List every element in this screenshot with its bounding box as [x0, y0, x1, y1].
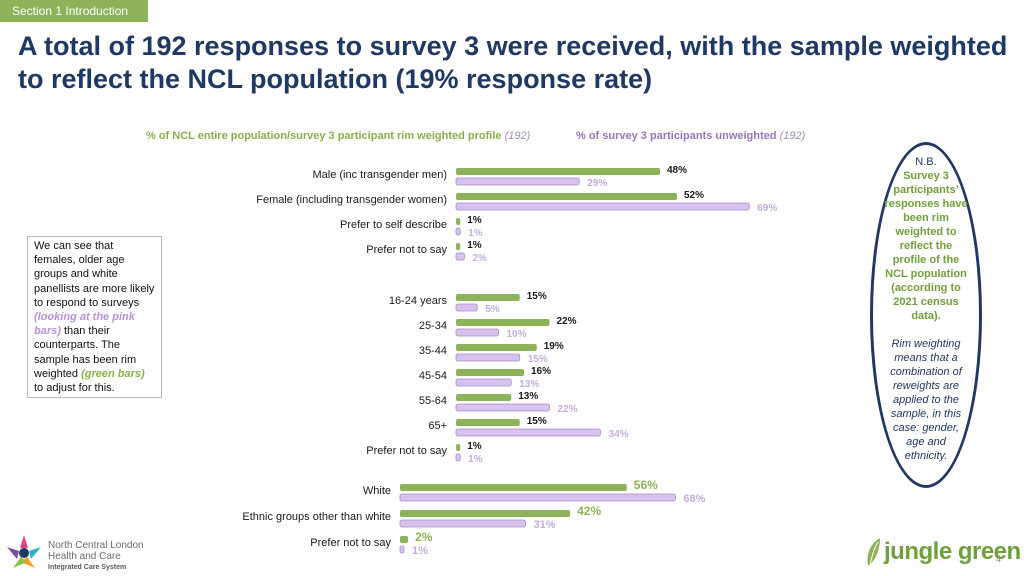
bar-unweighted: [455, 453, 461, 462]
value-label-unweighted: 29%: [587, 178, 607, 189]
value-label-unweighted: 31%: [534, 519, 556, 531]
nb-note: N.B. Survey 3 participants’ responses ha…: [870, 142, 982, 488]
legend-unweighted: % of survey 3 participants unweighted (1…: [576, 130, 805, 142]
bar-unweighted: [399, 493, 676, 502]
legend-unweighted-n: (192): [779, 130, 806, 142]
page-title: A total of 192 responses to survey 3 wer…: [18, 31, 1008, 94]
callout-text-1: We can see that females, older age group…: [34, 240, 155, 309]
ncl-logo-text: North Central London Health and Care Int…: [48, 540, 144, 573]
bar-weighted: [456, 369, 524, 376]
ncl-logo-line3: Integrated Care System: [48, 564, 127, 571]
bar-unweighted: [455, 403, 550, 412]
bar-unweighted: [455, 303, 478, 312]
bar-weighted: [456, 344, 537, 351]
bar-unweighted: [455, 353, 521, 362]
bar-weighted: [400, 484, 627, 491]
category-label: Prefer to self describe: [340, 219, 447, 231]
callout-text-3: to adjust for this.: [34, 382, 115, 395]
category-label: 25-34: [419, 320, 447, 332]
bar-weighted: [456, 193, 677, 200]
section-label: Section 1 Introduction: [0, 0, 148, 22]
nb-heading: N.B.: [915, 156, 937, 168]
bar-unweighted: [455, 378, 512, 387]
value-label-weighted: 16%: [531, 366, 551, 377]
legend-weighted: % of NCL entire population/survey 3 part…: [146, 130, 530, 142]
value-label-weighted: 1%: [467, 240, 482, 251]
bar-weighted: [456, 394, 512, 401]
category-label: 65+: [428, 420, 447, 432]
jungle-green-leaf-icon: [867, 538, 880, 566]
bar-weighted: [456, 218, 461, 225]
category-label: White: [363, 485, 391, 497]
ncl-logo-line1: North Central London: [48, 540, 144, 551]
value-label-unweighted: 1%: [468, 228, 483, 239]
category-label: 55-64: [419, 395, 447, 407]
category-label: 45-54: [419, 370, 447, 382]
bar-weighted: [456, 444, 461, 451]
value-label-unweighted: 10%: [507, 329, 527, 340]
value-label-weighted: 52%: [684, 190, 704, 201]
bar-unweighted: [455, 428, 601, 437]
bar-unweighted: [455, 252, 465, 261]
value-label-weighted: 1%: [467, 441, 482, 452]
value-label-unweighted: 1%: [468, 454, 483, 465]
bar-weighted: [456, 319, 550, 326]
page-number: 4: [996, 554, 1002, 564]
value-label-weighted: 1%: [467, 215, 482, 226]
value-label-weighted: 42%: [577, 504, 601, 518]
value-label-weighted: 22%: [557, 316, 577, 327]
category-label: Prefer not to say: [366, 445, 447, 457]
category-label: Male (inc transgender men): [312, 169, 447, 181]
value-label-weighted: 13%: [518, 391, 538, 402]
category-label: 16-24 years: [389, 295, 448, 307]
category-label: Female (including transgender women): [256, 194, 447, 206]
category-label: Prefer not to say: [310, 537, 391, 549]
jungle-green-logo-text: jungle green: [884, 538, 1021, 565]
bar-unweighted: [455, 227, 461, 236]
value-label-unweighted: 5%: [485, 304, 500, 315]
category-label: 35-44: [419, 345, 447, 357]
callout-box: We can see that females, older age group…: [27, 236, 162, 398]
bar-weighted: [456, 168, 660, 175]
legend-unweighted-label: % of survey 3 participants unweighted: [576, 130, 777, 142]
bar-unweighted: [455, 202, 750, 211]
value-label-weighted: 15%: [527, 416, 547, 427]
callout-pink-note: (looking at the pink bars): [34, 311, 135, 338]
bar-weighted: [400, 536, 409, 543]
bar-unweighted: [455, 177, 580, 186]
value-label-unweighted: 68%: [683, 493, 705, 505]
bar-weighted: [456, 294, 520, 301]
bar-unweighted: [399, 519, 526, 528]
bar-weighted: [400, 510, 571, 517]
value-label-weighted: 2%: [415, 530, 433, 544]
bar-weighted: [456, 419, 520, 426]
value-label-weighted: 48%: [667, 165, 687, 176]
bar-weighted: [456, 243, 461, 250]
bar-unweighted: [399, 545, 405, 554]
ncl-logo-line2: Health and Care: [48, 551, 121, 562]
nb-text: Survey 3 participants’ responses have be…: [884, 170, 968, 322]
value-label-unweighted: 15%: [528, 354, 548, 365]
bar-unweighted: [455, 328, 499, 337]
value-label-unweighted: 22%: [558, 404, 578, 415]
category-label: Prefer not to say: [366, 244, 447, 256]
value-label-weighted: 19%: [544, 341, 564, 352]
value-label-unweighted: 1%: [412, 545, 428, 557]
value-label-weighted: 15%: [527, 291, 547, 302]
callout-green-note: (green bars): [81, 367, 145, 380]
nb-italic-text: Rim weighting means that a combination o…: [890, 338, 962, 462]
ncl-logo-icon: [7, 535, 41, 568]
value-label-weighted: 56%: [634, 478, 658, 492]
value-label-unweighted: 2%: [473, 253, 488, 264]
value-label-unweighted: 13%: [519, 379, 539, 390]
legend-weighted-label: % of NCL entire population/survey 3 part…: [146, 130, 502, 142]
value-label-unweighted: 34%: [609, 429, 629, 440]
callout-text-2: than their counterparts. The sample has …: [34, 325, 137, 380]
category-label: Ethnic groups other than white: [242, 511, 391, 523]
value-label-unweighted: 69%: [757, 203, 777, 214]
legend-weighted-n: (192): [504, 130, 531, 142]
